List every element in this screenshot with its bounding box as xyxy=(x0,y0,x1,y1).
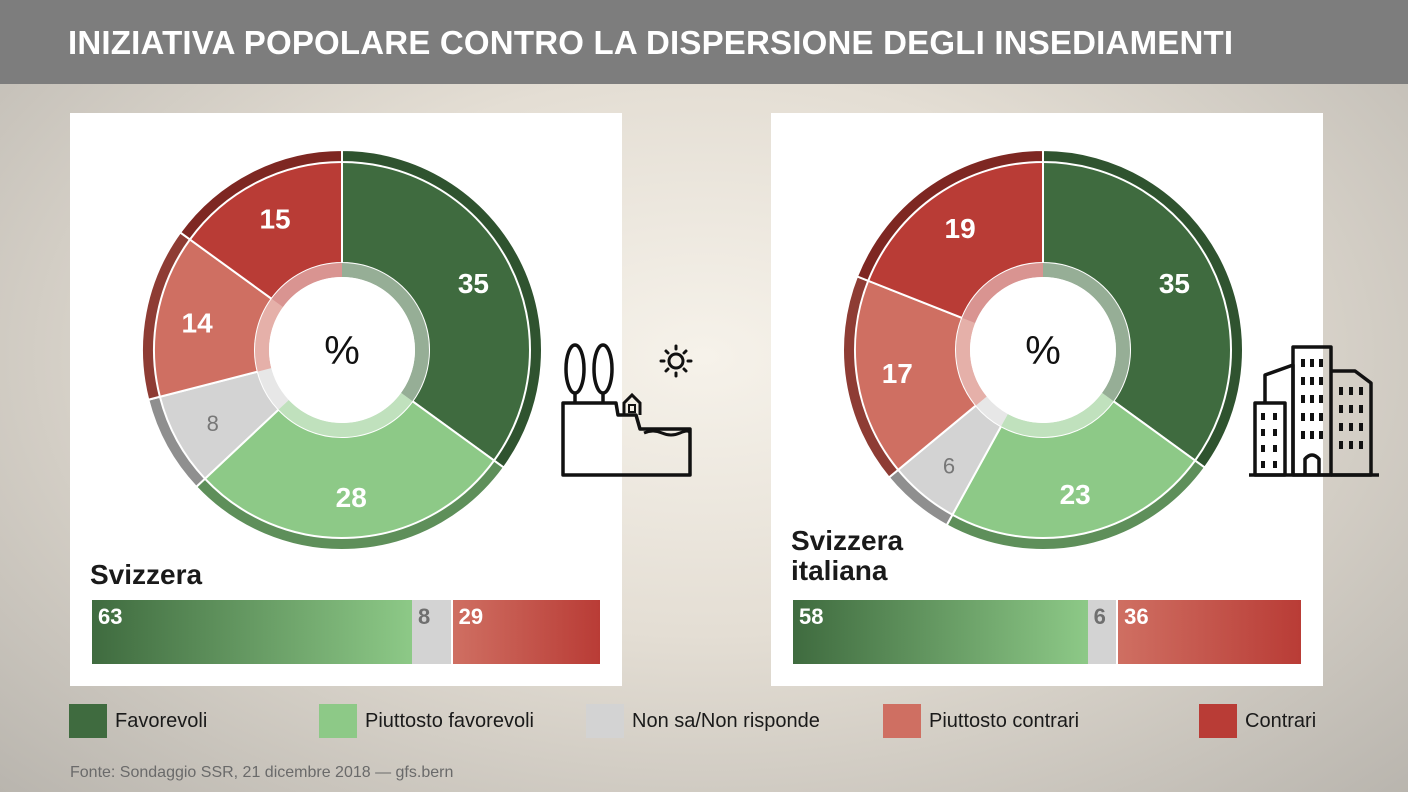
pie-inner-ring-piuttosto-contrari xyxy=(956,317,987,406)
pie-inner-ring-piuttosto-favorevoli xyxy=(278,392,413,438)
summary-bar-svizzera: 63 8 29 xyxy=(92,600,600,664)
summary-value-non-sa: 8 xyxy=(418,604,431,629)
pie-inner-ring-piuttosto-favorevoli xyxy=(1001,392,1114,437)
legend-swatch xyxy=(883,704,921,738)
legend-item-contrari: Contrari xyxy=(1199,704,1316,738)
legend-item-favorevoli: Favorevoli xyxy=(69,704,207,738)
region-label-line1: Svizzera xyxy=(791,525,904,556)
legend-label: Contrari xyxy=(1245,709,1317,732)
pie-inner-ring-contrari xyxy=(962,263,1043,324)
summary-value-contrari: 36 xyxy=(1124,604,1149,629)
legend-item-piuttosto-contrari: Piuttosto contrari xyxy=(883,704,1079,738)
pie-inner-ring-favorevoli xyxy=(1043,263,1130,402)
legend-swatch xyxy=(319,704,357,738)
legend-label: Piuttosto contrari xyxy=(929,709,1080,732)
summary-bar-contrari: 29 xyxy=(452,600,600,664)
region-label-svizzera-italiana: Svizzera italiana xyxy=(791,526,903,586)
summary-bar-favorevoli: 63 xyxy=(92,600,413,664)
header-bar: INIZIATIVA POPOLARE CONTRO LA DISPERSION… xyxy=(0,0,1408,84)
pie-inner-ring-non-sa xyxy=(257,368,289,410)
donut-hole xyxy=(269,277,415,423)
chart-panel-svizzera: % 35 28 8 14 15 Svizzera xyxy=(70,113,693,686)
legend-item-non-sa: Non sa/Non risponde xyxy=(586,704,820,738)
region-label-svizzera: Svizzera xyxy=(90,559,203,590)
pie-inner-ring-favorevoli xyxy=(342,263,430,402)
donut-center-label: % xyxy=(324,329,360,373)
countryside-icon xyxy=(558,341,698,481)
summary-value-non-sa: 6 xyxy=(1093,604,1106,629)
pie-label-piuttosto-favorevoli: 28 xyxy=(336,482,367,513)
summary-bar-non-sa: 8 xyxy=(412,600,453,664)
summary-bar-contrari: 36 xyxy=(1118,600,1301,664)
pie-label-favorevoli: 35 xyxy=(1159,268,1190,299)
legend-swatch xyxy=(1199,704,1237,738)
region-label-line2: italiana xyxy=(791,555,888,586)
pie-label-piuttosto-favorevoli: 23 xyxy=(1060,479,1091,510)
pie-rim-contrari xyxy=(855,148,1044,283)
page-title: INIZIATIVA POPOLARE CONTRO LA DISPERSION… xyxy=(68,24,1234,61)
pie-label-piuttosto-contrari: 14 xyxy=(182,307,214,338)
summary-value-favorevoli: 63 xyxy=(98,604,123,629)
pie-label-favorevoli: 35 xyxy=(458,268,489,299)
legend-item-piuttosto-favorevoli: Piuttosto favorevoli xyxy=(319,704,534,738)
pie-label-non-sa: 6 xyxy=(943,454,955,479)
donut-chart-svizzera-italiana: % 35 23 6 17 19 xyxy=(842,148,1244,551)
donut-center-label: % xyxy=(1025,329,1061,373)
legend-label: Non sa/Non risponde xyxy=(632,709,820,732)
legend-swatch xyxy=(69,704,107,738)
pie-label-piuttosto-contrari: 17 xyxy=(882,358,913,389)
pie-inner-ring-piuttosto-contrari xyxy=(254,298,283,372)
summary-bar-favorevoli: 58 xyxy=(793,600,1088,664)
pie-inner-ring-non-sa xyxy=(975,396,1008,427)
summary-value-favorevoli: 58 xyxy=(799,604,824,629)
chart-panel-svizzera-italiana: % 35 23 6 17 19 xyxy=(771,113,1379,686)
pie-inner-ring-contrari xyxy=(271,263,342,308)
pie-label-contrari: 15 xyxy=(259,204,290,235)
pie-rim-contrari xyxy=(178,148,343,241)
source-note: Fonte: Sondaggio SSR, 21 dicembre 2018 —… xyxy=(70,764,454,781)
pie-label-non-sa: 8 xyxy=(207,411,219,436)
city-buildings-icon xyxy=(1247,341,1382,481)
legend-swatch xyxy=(586,704,624,738)
summary-bar-non-sa: 6 xyxy=(1087,600,1119,664)
legend-label: Favorevoli xyxy=(115,709,208,732)
pie-label-contrari: 19 xyxy=(945,213,976,244)
summary-bar-svizzera-italiana: 58 6 36 xyxy=(793,600,1301,664)
legend-label: Piuttosto favorevoli xyxy=(365,709,534,732)
donut-hole xyxy=(970,277,1116,423)
summary-value-contrari: 29 xyxy=(458,604,484,629)
donut-chart-svizzera: % 35 28 8 14 15 xyxy=(141,148,543,551)
